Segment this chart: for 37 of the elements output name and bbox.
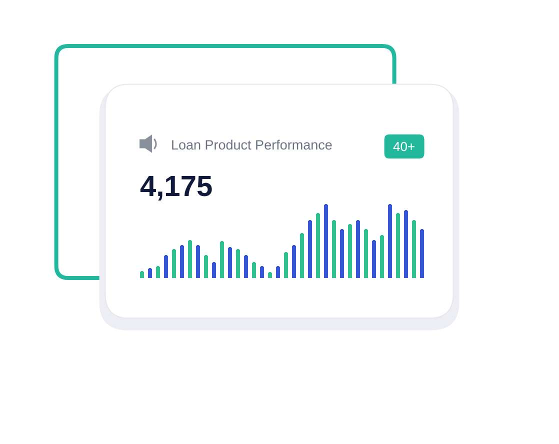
bar (244, 255, 248, 278)
text: 40+ (393, 139, 416, 154)
bar (204, 255, 208, 278)
bar (340, 229, 344, 278)
chart-title: Loan Product Performance (171, 138, 332, 153)
bar (252, 262, 256, 278)
bar (420, 229, 424, 278)
chart-subtitle: 4,175 (140, 171, 213, 203)
bar (404, 210, 408, 278)
bar (388, 204, 392, 278)
bar (156, 266, 160, 278)
bar (356, 220, 360, 278)
bar (348, 224, 352, 278)
bar (180, 245, 184, 278)
bar (284, 252, 288, 278)
bar (196, 245, 200, 278)
bar (172, 249, 176, 278)
bar (276, 266, 280, 278)
bar (212, 262, 216, 278)
bar (324, 204, 328, 278)
bar (260, 266, 264, 278)
bar (332, 220, 336, 278)
bar (396, 213, 400, 278)
bar (188, 240, 192, 278)
bar (228, 247, 232, 278)
bar (372, 240, 376, 278)
bar (300, 233, 304, 278)
bar (412, 220, 416, 278)
bar (164, 255, 168, 278)
bar (380, 235, 384, 278)
bar (364, 229, 368, 278)
bar (148, 268, 152, 278)
bar (236, 249, 240, 278)
bar (292, 245, 296, 278)
bar (308, 220, 312, 278)
bar (316, 213, 320, 278)
bar (220, 241, 224, 278)
